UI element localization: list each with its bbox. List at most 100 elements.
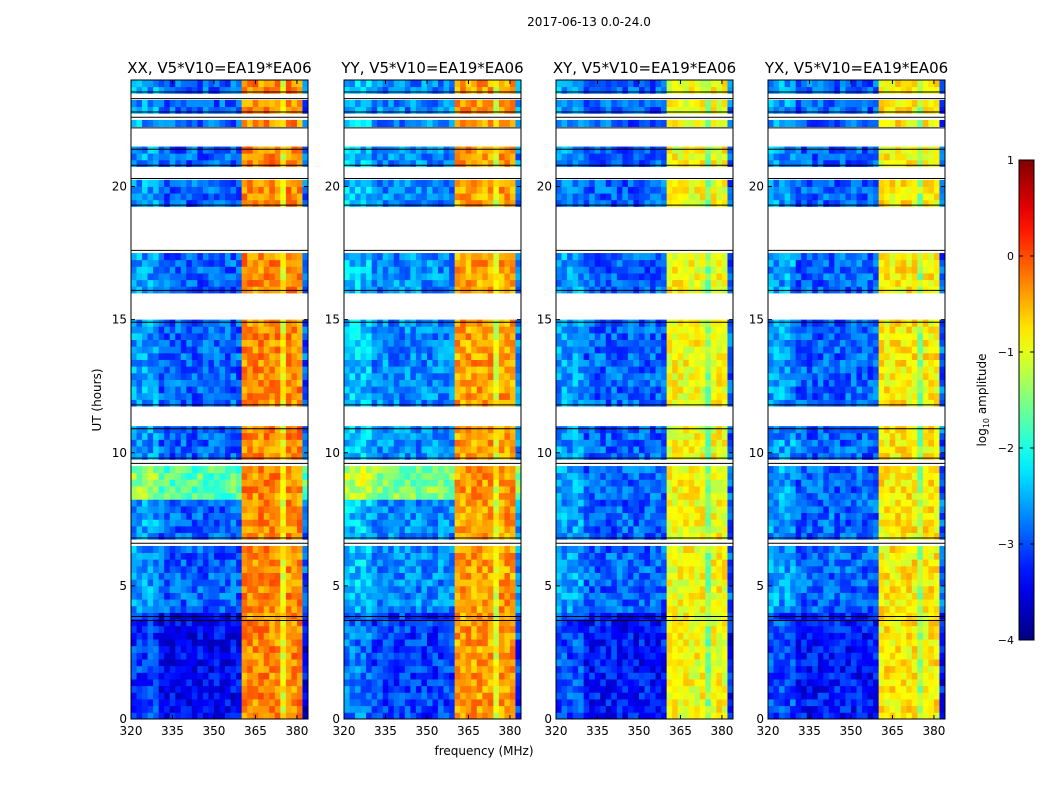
heatmap-cell [158,486,165,494]
heatmap-cell [136,525,143,534]
heatmap-cell [399,625,406,633]
heatmap-cell [509,699,516,707]
heatmap-cell [476,532,483,540]
heatmap-cell [460,86,467,94]
heatmap-cell [153,579,160,587]
heatmap-cell [627,699,634,707]
heatmap-cell [393,106,400,114]
heatmap-cell [202,326,209,334]
heatmap-cell [164,452,171,460]
heatmap-cell [158,625,165,633]
heatmap-cell [285,472,292,480]
heatmap-cell [355,512,361,520]
heatmap-cell [197,452,204,460]
heatmap-cell [258,486,265,494]
heatmap-cell [515,99,522,108]
heatmap-cell [493,512,500,520]
heatmap-cell [371,585,378,593]
heatmap-cell [247,466,254,474]
heatmap-cell [377,579,384,587]
heatmap-cell [454,659,461,667]
heatmap-cell [449,80,456,88]
heatmap-cell [438,486,444,494]
heatmap-cell [443,432,450,440]
heatmap-cell [247,599,254,607]
heatmap-cell [175,519,182,527]
heatmap-cell [471,326,478,334]
heatmap-cell [230,625,237,633]
heatmap-cell [449,712,456,720]
heatmap-cell [382,525,389,534]
heatmap-cell [493,273,500,281]
heatmap-cell [302,659,309,667]
heatmap-cell [136,159,143,167]
heatmap-cell [213,499,220,507]
heatmap-cell [426,466,433,474]
heatmap-cell [219,392,226,400]
heatmap-cell [498,639,505,647]
heatmap-cell [605,685,612,693]
heatmap-cell [202,259,209,267]
heatmap-cell [404,712,411,720]
heatmap-cell [583,685,590,693]
heatmap-cell [600,712,607,720]
heatmap-cell [515,499,522,507]
heatmap-cell [247,665,254,673]
heatmap-cell [280,86,287,94]
heatmap-cell [236,273,243,281]
heatmap-cell [393,525,400,534]
heatmap-cell [393,193,400,201]
heatmap-cell [197,399,204,407]
heatmap-cell [208,699,215,707]
heatmap-cell [504,599,511,607]
heatmap-cell [280,253,287,261]
heatmap-cell [410,699,417,707]
heatmap-cell [432,439,439,447]
heatmap-cell [180,645,187,653]
heatmap-cell [230,585,237,593]
heatmap-cell [213,486,220,494]
heatmap-cell [344,639,350,647]
heatmap-cell [583,712,590,720]
heatmap-cell [302,679,309,687]
heatmap-cell [388,326,395,334]
heatmap-cell [426,319,433,327]
heatmap-cell [285,86,292,94]
heatmap-cell [153,692,160,700]
heatmap-cell [432,446,439,454]
heatmap-cell [153,659,160,667]
heatmap-cell [438,712,444,720]
heatmap-cell [202,86,209,94]
heatmap-cell [716,679,723,687]
heatmap-cell [263,479,270,487]
heatmap-cell [399,632,406,640]
heatmap-cell [191,386,198,394]
heatmap-cell [169,326,176,334]
heatmap-cell [344,432,350,440]
heatmap-cell [393,479,400,487]
heatmap-cell [202,639,209,647]
heatmap-cell [349,652,356,660]
heatmap-cell [487,512,494,520]
heatmap-cell [186,579,193,587]
heatmap-cell [186,466,193,474]
heatmap-cell [230,106,237,114]
heatmap-cell [460,392,467,400]
heatmap-cell [727,699,734,707]
heatmap-cell [460,699,467,707]
heatmap-cell [487,446,494,454]
heatmap-cell [269,592,276,600]
heatmap-cell [296,665,303,673]
heatmap-cell [377,559,384,567]
heatmap-cell [202,552,209,560]
heatmap-cell [258,426,265,434]
heatmap-cell [274,492,281,500]
heatmap-cell [360,452,367,460]
heatmap-cell [175,319,182,327]
heatmap-cell [197,326,204,334]
heatmap-cell [487,552,494,560]
heatmap-cell [213,372,220,380]
heatmap-cell [509,339,516,347]
heatmap-cell [247,699,254,707]
